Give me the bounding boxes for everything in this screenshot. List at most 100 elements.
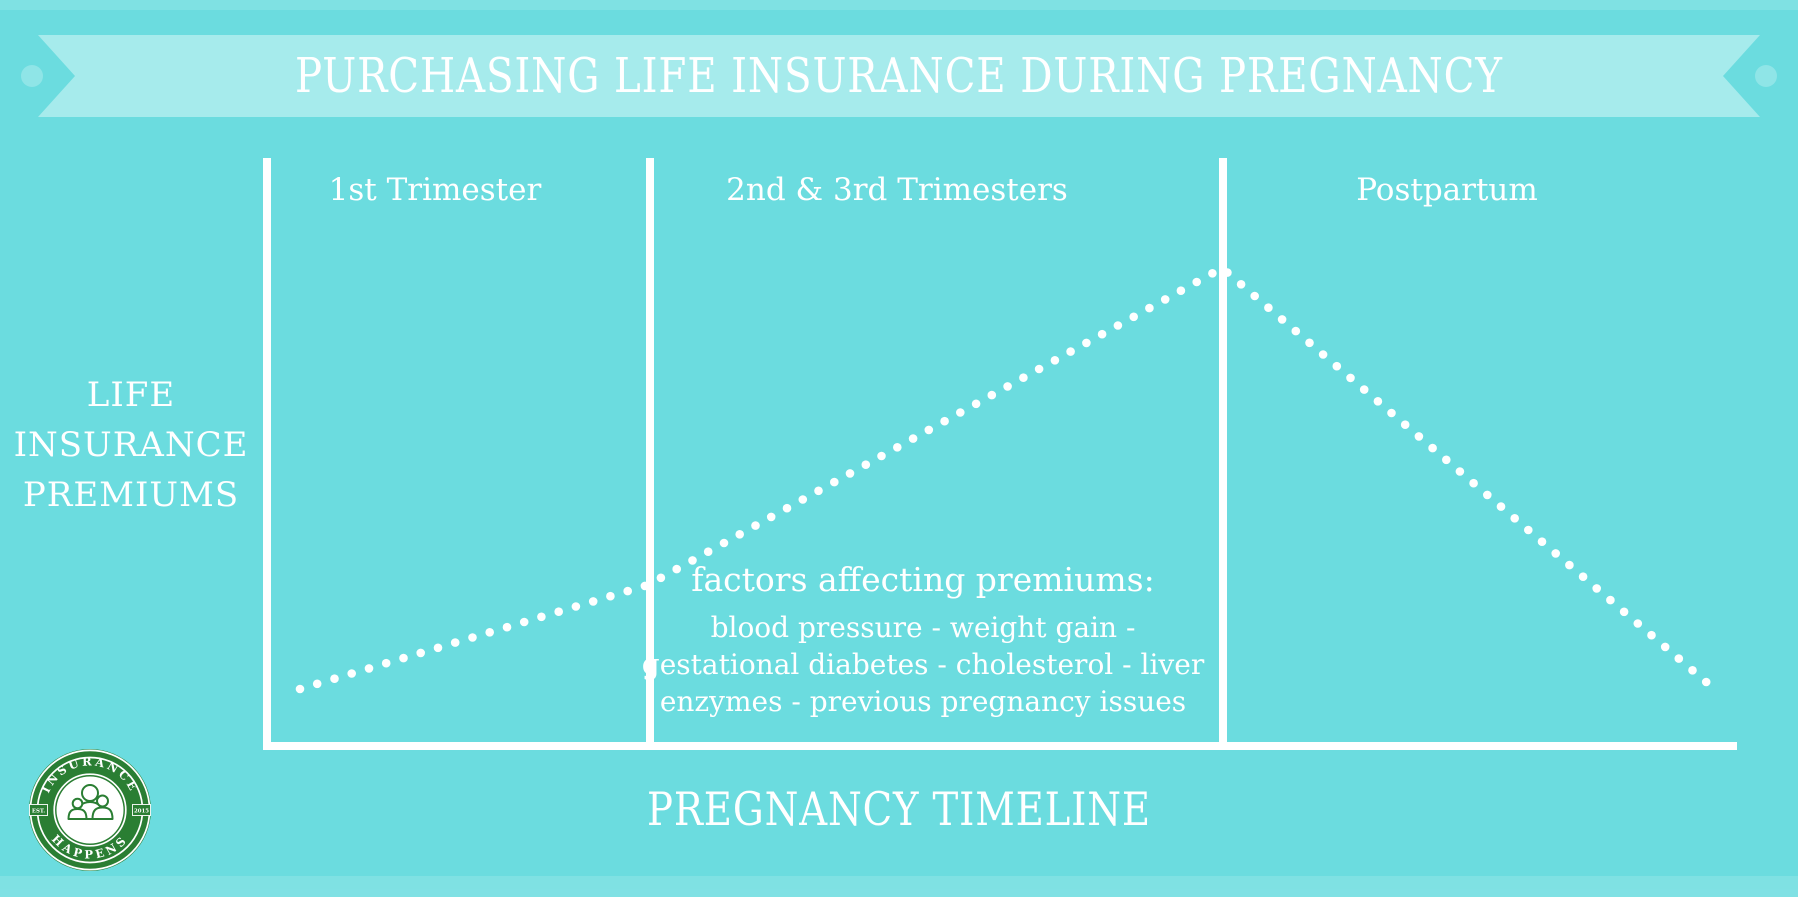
trend-dot bbox=[1318, 350, 1328, 359]
annotation-line-2: gestational diabetes - cholesterol - liv… bbox=[641, 648, 1205, 681]
trend-dot bbox=[940, 416, 949, 426]
trend-dot bbox=[830, 477, 839, 487]
trend-dot bbox=[295, 684, 305, 694]
trend-dot bbox=[399, 653, 408, 663]
trend-dot bbox=[971, 399, 981, 409]
trend-dot bbox=[554, 607, 563, 616]
trend-dot bbox=[1387, 408, 1396, 418]
trend-dot bbox=[1633, 619, 1643, 628]
trend-dot bbox=[1129, 312, 1138, 322]
trend-dot bbox=[1647, 630, 1656, 640]
trend-dot bbox=[751, 521, 760, 530]
trend-dot bbox=[588, 597, 598, 606]
title-banner: PURCHASING LIFE INSURANCE DURING PREGNAN… bbox=[38, 35, 1760, 117]
trend-dot bbox=[606, 591, 615, 601]
page-title: PURCHASING LIFE INSURANCE DURING PREGNAN… bbox=[295, 48, 1503, 104]
trend-dot bbox=[502, 622, 512, 632]
trend-dot bbox=[623, 586, 632, 596]
trend-dot bbox=[1250, 291, 1259, 301]
logo-year-tab: 2015 bbox=[132, 804, 151, 816]
trend-dot bbox=[798, 495, 808, 504]
bottom-edge-strip bbox=[0, 876, 1798, 897]
section-label-2nd-3rd-trimesters: 2nd & 3rd Trimesters bbox=[726, 172, 1068, 208]
trend-dot bbox=[956, 408, 965, 417]
annotation-heading: factors affecting premiums: bbox=[691, 560, 1155, 599]
trend-dot bbox=[814, 486, 823, 496]
trend-dot bbox=[450, 638, 460, 647]
section-divider-1 bbox=[646, 158, 654, 750]
trend-dot bbox=[1701, 677, 1711, 687]
y-axis-line bbox=[263, 158, 271, 750]
trend-dot bbox=[347, 669, 357, 678]
y-axis-label-line-2: INSURANCE bbox=[13, 425, 249, 465]
insurance-happens-logo: INSURANCE HAPPENS EST. 2015 bbox=[29, 749, 151, 871]
trend-dot bbox=[1592, 584, 1601, 593]
trend-dot bbox=[1082, 338, 1091, 348]
family-icon bbox=[67, 784, 114, 820]
factors-annotation: factors affecting premiums: blood pressu… bbox=[642, 560, 1204, 720]
trend-dot bbox=[1208, 269, 1217, 278]
logo-inner-ring bbox=[53, 773, 127, 847]
trend-dot bbox=[519, 617, 529, 627]
trend-dot bbox=[924, 425, 934, 435]
trend-dot bbox=[766, 512, 776, 522]
trend-dot bbox=[1619, 607, 1629, 617]
trend-dot bbox=[1606, 595, 1615, 605]
trend-dot bbox=[1192, 277, 1201, 287]
trend-dot bbox=[537, 612, 546, 622]
trend-dot bbox=[1551, 549, 1560, 558]
trend-dot bbox=[782, 503, 792, 513]
logo-year-text: 2015 bbox=[134, 809, 149, 815]
logo-est-tab: EST. bbox=[29, 804, 48, 816]
trend-dot bbox=[1469, 478, 1478, 488]
section-divider-2 bbox=[1219, 158, 1227, 750]
trend-dot bbox=[719, 538, 729, 548]
x-axis-label: PREGNANCY TIMELINE bbox=[647, 782, 1151, 836]
trend-dot bbox=[1346, 373, 1355, 383]
trend-dot bbox=[330, 674, 339, 683]
trend-dot bbox=[364, 664, 374, 673]
trend-dot bbox=[1066, 347, 1075, 356]
trend-dot bbox=[1305, 338, 1314, 348]
trend-dot bbox=[877, 451, 886, 461]
trend-dot bbox=[312, 679, 322, 689]
trend-dot bbox=[1277, 315, 1287, 324]
trend-dot bbox=[1034, 364, 1044, 374]
trend-dot bbox=[1400, 420, 1410, 430]
trend-dot bbox=[1332, 361, 1342, 371]
section-label-postpartum: Postpartum bbox=[1356, 172, 1538, 208]
trend-dot bbox=[1003, 382, 1012, 391]
trend-dot bbox=[1359, 385, 1369, 394]
trend-dot bbox=[1428, 443, 1437, 453]
trend-dot bbox=[468, 633, 477, 642]
section-label-1st-trimester: 1st Trimester bbox=[328, 172, 542, 208]
ribbon-end-dot-left bbox=[21, 65, 43, 87]
trend-dot bbox=[1565, 560, 1574, 570]
trend-dot bbox=[1510, 514, 1519, 523]
trend-dot bbox=[893, 443, 902, 452]
trend-dot bbox=[1373, 397, 1383, 406]
trend-dot bbox=[1097, 329, 1107, 339]
trend-dot bbox=[1145, 303, 1154, 313]
x-axis-line bbox=[263, 742, 1737, 750]
annotation-line-3: enzymes - previous pregnancy issues bbox=[659, 685, 1187, 718]
trend-dot bbox=[703, 547, 713, 556]
top-edge-strip bbox=[0, 0, 1798, 10]
trend-dot bbox=[1442, 455, 1451, 465]
trend-dot bbox=[1455, 467, 1465, 476]
trend-dot bbox=[1019, 373, 1028, 383]
y-axis-label-line-3: PREMIUMS bbox=[22, 475, 240, 515]
trend-dot bbox=[433, 643, 443, 653]
y-axis-label-line-1: LIFE bbox=[86, 375, 176, 415]
trend-dot bbox=[1236, 280, 1246, 289]
trend-dot bbox=[1537, 537, 1547, 546]
trend-dot bbox=[1291, 326, 1301, 336]
ribbon-end-dot-right bbox=[1755, 65, 1777, 87]
trend-dot bbox=[1578, 572, 1588, 581]
trend-dot bbox=[845, 469, 855, 478]
trend-dot bbox=[1113, 321, 1123, 330]
logo-est-text: EST. bbox=[32, 809, 45, 815]
trend-dot bbox=[1414, 432, 1424, 441]
trend-dot bbox=[1176, 286, 1186, 296]
